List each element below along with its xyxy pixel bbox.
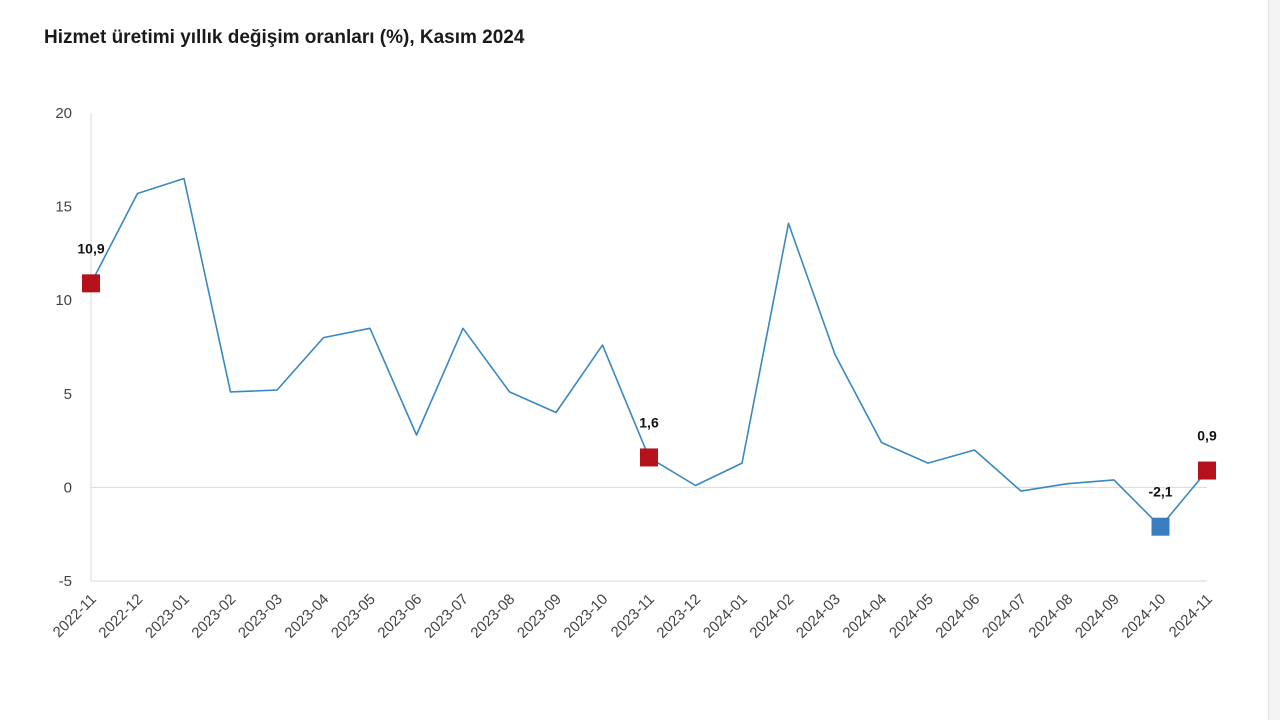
x-tick-label: 2023-04 (281, 591, 332, 642)
y-tick-label: -5 (59, 573, 72, 590)
x-tick-label: 2024-05 (886, 591, 937, 642)
x-tick-label: 2024-10 (1118, 591, 1169, 642)
x-tick-label: 2023-05 (328, 591, 379, 642)
x-tick-label: 2023-10 (560, 591, 611, 642)
x-tick-label: 2023-09 (514, 591, 565, 642)
y-tick-label: 5 (64, 386, 72, 403)
y-tick-label: 0 (64, 479, 72, 496)
y-tick-label: 20 (55, 105, 72, 122)
x-tick-label: 2023-12 (653, 591, 704, 642)
chart-axes (90, 113, 1207, 582)
chart-title: Hizmet üretimi yıllık değişim oranları (… (44, 27, 525, 48)
highlight-markers (82, 274, 1216, 536)
x-tick-label: 2024-03 (793, 591, 844, 642)
x-tick-label: 2024-11 (1166, 591, 1216, 641)
x-tick-label: 2023-02 (188, 591, 239, 642)
series-line (90, 177, 1208, 528)
data-labels: 10,9 1,6 -2,1 0,9 (77, 240, 1217, 499)
x-tick-label: 2022-12 (95, 591, 146, 642)
x-axis-ticks: 2022-112022-122023-012023-022023-032023-… (50, 591, 1216, 642)
x-tick-label: 2024-07 (979, 591, 1030, 642)
highlight-marker (82, 274, 100, 293)
x-tick-label: 2023-06 (374, 591, 425, 642)
x-tick-label: 2023-07 (421, 591, 472, 642)
highlight-marker (1151, 517, 1170, 536)
highlight-marker (640, 448, 658, 467)
x-tick-label: 2024-06 (932, 591, 983, 642)
data-label: 1,6 (639, 414, 659, 430)
y-tick-label: 10 (55, 292, 72, 309)
x-tick-label: 2023-08 (467, 591, 518, 642)
scroll-gutter (1269, 0, 1280, 720)
data-label: -2,1 (1148, 484, 1172, 500)
x-tick-label: 2023-01 (142, 591, 193, 642)
y-axis-ticks: 20 15 10 5 0 -5 (55, 105, 72, 590)
x-tick-label: 2024-04 (839, 591, 890, 642)
x-tick-label: 2023-03 (235, 591, 286, 642)
data-label: 10,9 (77, 240, 104, 256)
y-tick-label: 15 (55, 199, 72, 216)
x-tick-label: 2024-08 (1025, 591, 1076, 642)
x-tick-label: 2024-01 (700, 591, 751, 642)
highlight-marker (1198, 461, 1216, 480)
series-lines (90, 177, 1208, 528)
x-tick-label: 2024-09 (1072, 591, 1123, 642)
data-label: 0,9 (1197, 428, 1217, 444)
x-tick-label: 2022-11 (50, 591, 100, 641)
x-tick-label: 2024-02 (746, 591, 797, 642)
x-tick-label: 2023-11 (608, 591, 658, 641)
